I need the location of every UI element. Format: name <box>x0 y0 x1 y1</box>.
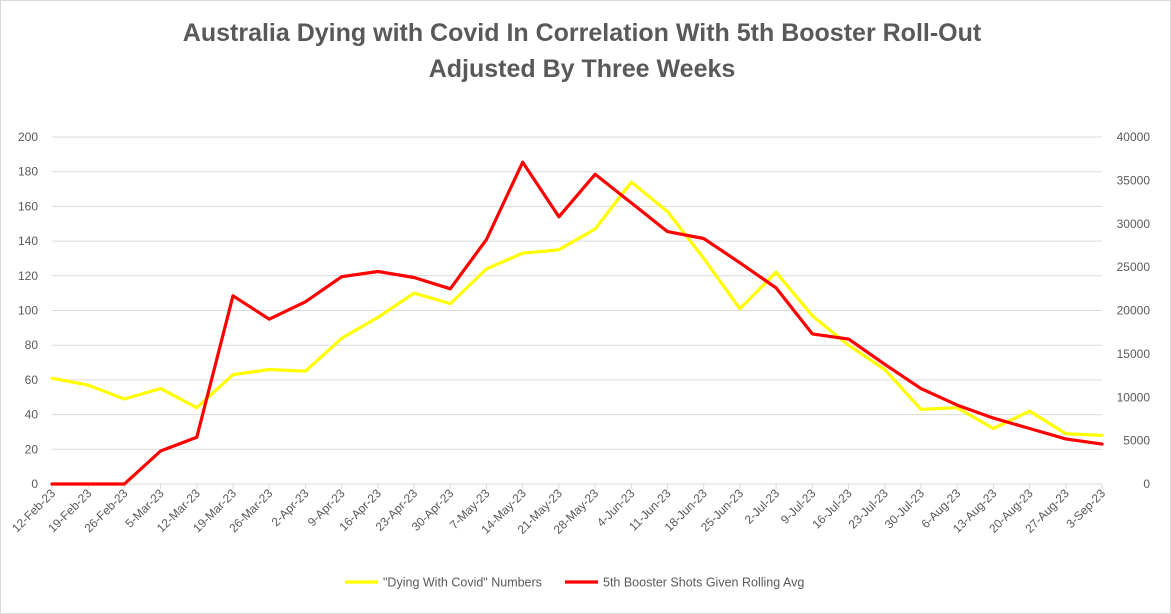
data-point <box>1064 432 1067 435</box>
chart-title: Australia Dying with Covid In Correlatio… <box>183 19 982 83</box>
data-point <box>196 406 198 409</box>
data-point <box>196 436 198 438</box>
data-point <box>485 238 488 241</box>
left-axis-tick-label: 200 <box>18 130 38 144</box>
left-axis-tick-label: 20 <box>25 442 39 456</box>
data-point <box>775 271 777 274</box>
data-point <box>1028 410 1031 412</box>
data-point <box>521 252 524 255</box>
data-point <box>87 483 90 485</box>
data-point <box>702 237 705 240</box>
data-point <box>377 270 379 273</box>
left-axis-tick-label: 140 <box>18 234 38 248</box>
right-axis-tick-label: 25000 <box>1117 260 1151 274</box>
series-line-1 <box>50 180 1104 437</box>
data-point <box>268 368 271 371</box>
data-point <box>920 387 922 390</box>
data-point <box>630 181 633 183</box>
x-axis-tick-label: 30-Jul-23 <box>882 486 928 532</box>
legend: "Dying With Covid" Numbers 5th Booster Sh… <box>345 576 804 590</box>
left-axis-tick-label: 0 <box>31 477 38 491</box>
data-point <box>739 307 741 310</box>
data-point <box>232 294 234 297</box>
right-axis-tick-label: 5000 <box>1123 434 1150 448</box>
data-point <box>1064 438 1067 440</box>
right-axis-tick-label: 10000 <box>1117 390 1151 404</box>
data-point <box>304 301 307 303</box>
legend-label: "Dying With Covid" Numbers <box>383 576 542 590</box>
data-point <box>920 408 922 411</box>
left-axis-tick-label: 160 <box>18 199 38 213</box>
data-point <box>340 275 343 278</box>
legend-label: 5th Booster Shots Given Rolling Avg <box>603 576 804 590</box>
data-point <box>232 373 234 376</box>
data-point <box>521 161 524 163</box>
gridlines <box>52 136 1102 485</box>
data-point <box>594 228 596 230</box>
x-axis-tick-label: 2-Jul-23 <box>742 486 783 527</box>
right-axis-tick-label: 20000 <box>1117 304 1151 318</box>
data-point <box>992 417 995 419</box>
data-point <box>1101 434 1103 437</box>
data-point <box>666 210 669 213</box>
data-point <box>377 316 379 319</box>
series-line-2 <box>50 160 1104 486</box>
data-point <box>594 173 596 176</box>
right-axis-tick-label: 15000 <box>1117 347 1151 361</box>
data-point <box>1101 443 1103 445</box>
data-point <box>630 202 633 204</box>
right-axis-tick-label: 30000 <box>1117 217 1151 231</box>
left-axis-tick-label: 80 <box>25 338 39 352</box>
data-point <box>159 387 162 390</box>
data-point <box>558 248 560 251</box>
left-axis-tick-label: 60 <box>25 373 39 387</box>
data-point <box>340 337 343 340</box>
data-point <box>811 333 814 335</box>
data-point <box>956 406 958 409</box>
left-axis-tick-label: 120 <box>18 269 38 283</box>
data-point <box>739 261 741 264</box>
data-point <box>883 368 886 371</box>
right-y-axis: 0 5000 10000 15000 20000 25000 30000 35000 40000 <box>1117 130 1151 491</box>
data-point <box>956 404 958 406</box>
left-y-axis: 0 20 40 60 80 100 120 140 160 180 200 <box>18 130 38 491</box>
data-point <box>449 288 452 290</box>
data-point <box>883 363 886 366</box>
data-point <box>485 268 488 270</box>
data-point <box>666 230 669 233</box>
data-point <box>775 287 777 289</box>
left-axis-tick-label: 100 <box>18 304 38 318</box>
data-point <box>1028 427 1031 430</box>
chart-title-line-2: Adjusted By Three Weeks <box>429 55 736 83</box>
data-point <box>268 318 271 320</box>
series-lines <box>50 160 1104 486</box>
data-point <box>159 450 162 452</box>
right-axis-tick-label: 35000 <box>1117 173 1151 187</box>
left-axis-tick-label: 40 <box>25 408 39 422</box>
data-point <box>413 276 415 279</box>
data-point <box>702 257 705 260</box>
x-axis-tick-label: 3-Sep-23 <box>1063 486 1108 531</box>
data-point <box>51 483 53 485</box>
chart-title-line-1: Australia Dying with Covid In Correlatio… <box>183 19 982 47</box>
data-point <box>811 314 814 317</box>
right-axis-tick-label: 0 <box>1143 477 1150 491</box>
data-point <box>992 427 995 430</box>
data-point <box>558 216 560 218</box>
x-axis: 12-Feb-2319-Feb-2326-Feb-235-Mar-2312-Ma… <box>9 483 1108 537</box>
data-point <box>123 398 126 400</box>
data-point <box>304 370 307 373</box>
data-point <box>449 302 452 305</box>
data-point <box>413 292 415 294</box>
data-point <box>847 344 850 347</box>
data-point <box>51 377 53 379</box>
right-axis-tick-label: 40000 <box>1117 130 1151 144</box>
x-axis-tick-label: 2-Apr-23 <box>269 486 312 529</box>
data-point <box>87 384 90 386</box>
data-point <box>847 338 850 340</box>
left-axis-tick-label: 180 <box>18 165 38 179</box>
data-point <box>123 483 126 485</box>
